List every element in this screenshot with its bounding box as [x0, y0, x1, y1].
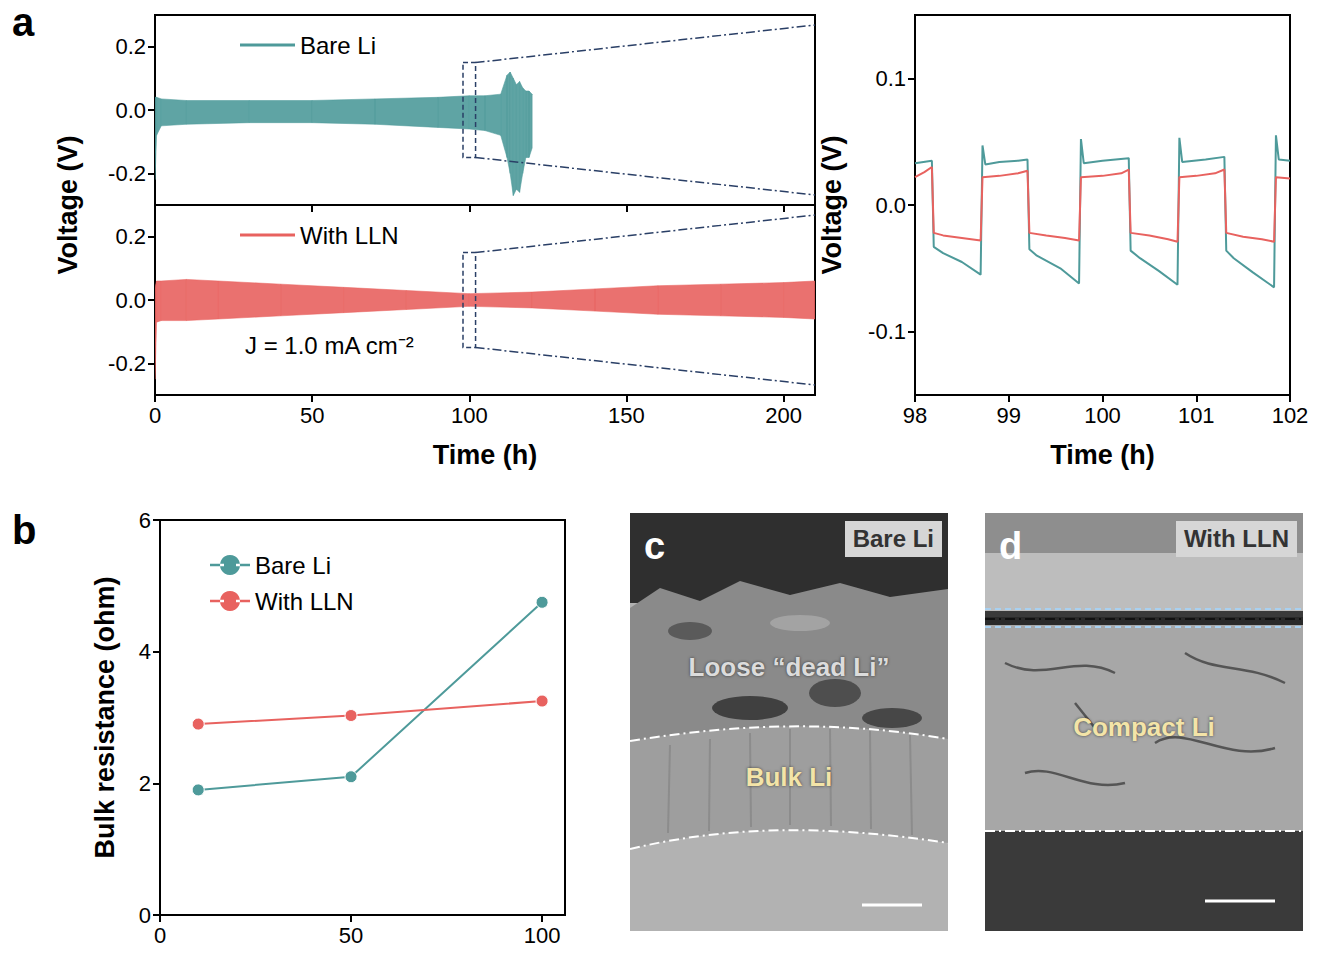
html-text:d: d — [999, 525, 1023, 567]
svg-text:200: 200 — [765, 403, 802, 428]
svg-text:100: 100 — [1084, 403, 1121, 428]
svg-text:50: 50 — [300, 403, 324, 428]
svg-text:With LLN: With LLN — [300, 222, 399, 249]
svg-text:4: 4 — [139, 639, 151, 664]
svg-text:Voltage (V): Voltage (V) — [817, 135, 847, 274]
svg-text:Time (h): Time (h) — [1050, 440, 1155, 470]
html-text:Loose “dead Li”: Loose “dead Li” — [688, 652, 890, 682]
svg-text:100: 100 — [451, 403, 488, 428]
svg-text:b: b — [12, 508, 36, 552]
svg-text:101: 101 — [1178, 403, 1215, 428]
svg-text:6: 6 — [139, 508, 151, 533]
svg-text:99: 99 — [997, 403, 1021, 428]
html-text:With LLN: With LLN — [1183, 525, 1289, 552]
svg-text:0.0: 0.0 — [115, 288, 146, 313]
svg-text:0: 0 — [149, 403, 161, 428]
svg-text:150: 150 — [608, 403, 645, 428]
svg-text:Time (h): Time (h) — [433, 440, 538, 470]
svg-text:0: 0 — [139, 903, 151, 928]
svg-text:0.2: 0.2 — [115, 34, 146, 59]
svg-text:2: 2 — [139, 771, 151, 796]
svg-text:-0.1: -0.1 — [868, 319, 906, 344]
svg-text:50: 50 — [339, 923, 363, 948]
svg-text:0.2: 0.2 — [115, 224, 146, 249]
svg-text:-0.2: -0.2 — [108, 161, 146, 186]
svg-text:0.1: 0.1 — [875, 66, 906, 91]
svg-text:Bare Li: Bare Li — [300, 32, 376, 59]
svg-text:0: 0 — [154, 923, 166, 948]
svg-text:Bulk resistance (ohm): Bulk resistance (ohm) — [90, 576, 120, 858]
html-text:c: c — [644, 525, 666, 567]
svg-text:98: 98 — [903, 403, 927, 428]
svg-text:0.0: 0.0 — [875, 193, 906, 218]
svg-text:Bare Li: Bare Li — [255, 552, 331, 579]
svg-text:100: 100 — [524, 923, 561, 948]
html-text:Bare Li: Bare Li — [852, 525, 934, 552]
svg-text:With LLN: With LLN — [255, 588, 354, 615]
svg-text:102: 102 — [1272, 403, 1309, 428]
svg-text:Voltage (V): Voltage (V) — [53, 135, 83, 274]
svg-text:-0.2: -0.2 — [108, 351, 146, 376]
html-text:Compact Li: Compact Li — [1073, 712, 1215, 742]
svg-text:a: a — [12, 0, 35, 44]
svg-text:0.0: 0.0 — [115, 98, 146, 123]
svg-text:J = 1.0 mA cm⁻²: J = 1.0 mA cm⁻² — [245, 332, 414, 359]
html-text:Bulk Li: Bulk Li — [745, 762, 833, 792]
